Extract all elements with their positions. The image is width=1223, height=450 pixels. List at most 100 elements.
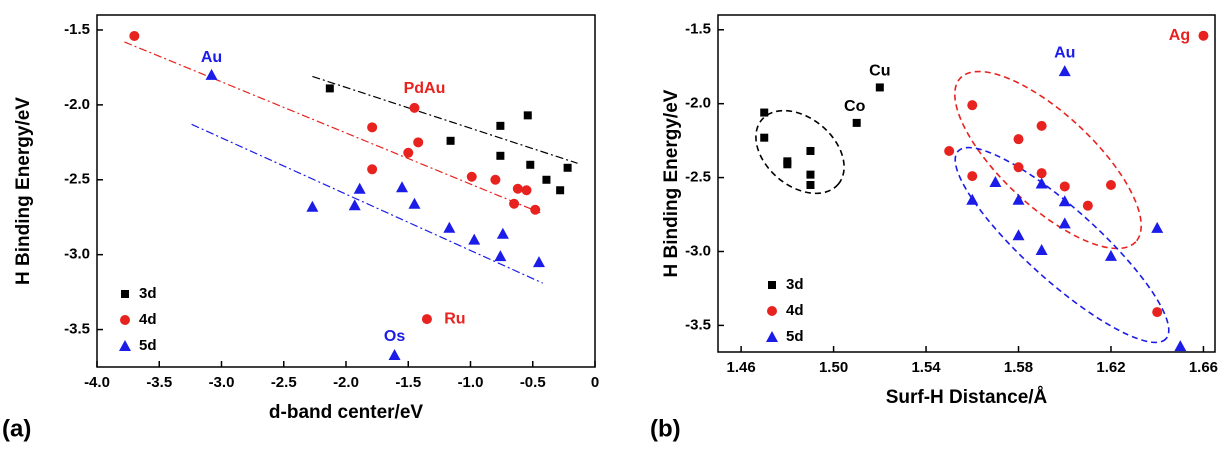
point bbox=[1152, 307, 1163, 318]
legend-label: 4d bbox=[786, 302, 804, 319]
point bbox=[1058, 195, 1071, 207]
legend-label: 3d bbox=[139, 285, 157, 302]
legend-label: 4d bbox=[139, 311, 157, 328]
point bbox=[1198, 30, 1209, 41]
point bbox=[413, 137, 424, 148]
point bbox=[509, 198, 520, 209]
point bbox=[1082, 200, 1093, 211]
x-tick-label: -4.0 bbox=[84, 374, 110, 391]
point bbox=[1059, 181, 1070, 192]
point bbox=[496, 121, 505, 130]
point bbox=[521, 185, 532, 196]
point bbox=[205, 68, 218, 80]
x-tick-label: -1.0 bbox=[458, 374, 484, 391]
point bbox=[532, 256, 545, 268]
x-tick-label: -1.5 bbox=[395, 374, 421, 391]
point bbox=[443, 221, 456, 233]
y-tick-label: -3.0 bbox=[64, 246, 90, 263]
point bbox=[989, 176, 1002, 188]
point bbox=[446, 136, 455, 145]
y-tick-label: -3.5 bbox=[64, 321, 90, 338]
point bbox=[1151, 221, 1164, 233]
annotation: Ru bbox=[444, 310, 465, 327]
point bbox=[388, 349, 401, 361]
y-axis-label: H Binding Energy/eV bbox=[661, 89, 682, 277]
point bbox=[468, 233, 481, 245]
point bbox=[409, 102, 420, 113]
point bbox=[129, 30, 140, 41]
y-tick-label: -2.0 bbox=[64, 96, 90, 113]
x-tick-label: 1.58 bbox=[1004, 359, 1033, 376]
y-tick-label: -3.5 bbox=[685, 316, 711, 333]
y-tick-label: -1.5 bbox=[64, 21, 90, 38]
x-tick-label: 1.66 bbox=[1189, 359, 1218, 376]
legend-label: 3d bbox=[786, 276, 804, 293]
point bbox=[1058, 217, 1071, 229]
point bbox=[1036, 120, 1047, 131]
x-tick-label: 1.54 bbox=[911, 359, 941, 376]
point bbox=[967, 100, 978, 111]
trendline bbox=[191, 123, 543, 284]
panel-label: (b) bbox=[650, 415, 681, 442]
point bbox=[494, 250, 507, 262]
point bbox=[120, 315, 130, 325]
x-tick-label: -0.5 bbox=[520, 374, 546, 391]
point bbox=[760, 108, 769, 117]
point bbox=[526, 160, 535, 169]
point bbox=[530, 204, 541, 215]
trendline bbox=[312, 75, 578, 164]
point bbox=[1105, 179, 1116, 190]
annotation: PdAu bbox=[404, 80, 446, 97]
point bbox=[421, 314, 432, 325]
annotation: Ag bbox=[1169, 27, 1190, 44]
point bbox=[875, 83, 884, 92]
point bbox=[556, 186, 565, 195]
y-tick-label: -2.0 bbox=[685, 95, 711, 112]
point bbox=[496, 227, 509, 239]
point bbox=[1104, 249, 1117, 261]
x-axis-label: Surf-H Distance/Å bbox=[886, 387, 1048, 408]
point bbox=[542, 175, 551, 184]
x-tick-label: -3.0 bbox=[209, 374, 235, 391]
x-tick-label: -2.5 bbox=[271, 374, 297, 391]
point bbox=[806, 146, 815, 155]
point bbox=[367, 122, 378, 133]
point bbox=[466, 171, 477, 182]
x-tick-label: -3.5 bbox=[146, 374, 172, 391]
annotation: Os bbox=[384, 328, 405, 345]
x-tick-label: 1.62 bbox=[1096, 359, 1125, 376]
x-axis-label: d-band center/eV bbox=[269, 402, 423, 423]
point bbox=[1012, 193, 1025, 205]
point bbox=[563, 163, 572, 172]
point bbox=[496, 151, 505, 160]
point bbox=[121, 290, 129, 298]
point bbox=[403, 147, 414, 158]
point bbox=[348, 199, 361, 211]
x-tick-label: 1.50 bbox=[819, 359, 848, 376]
point bbox=[852, 118, 861, 127]
point bbox=[396, 181, 409, 193]
point bbox=[1012, 229, 1025, 241]
point bbox=[1036, 168, 1047, 179]
point bbox=[768, 281, 776, 289]
point bbox=[944, 145, 955, 156]
trendline bbox=[124, 41, 541, 214]
point bbox=[767, 306, 777, 316]
point bbox=[1035, 177, 1048, 189]
annotation: Cu bbox=[869, 63, 890, 80]
y-tick-label: -2.5 bbox=[685, 169, 711, 186]
panel-label: (a) bbox=[2, 415, 31, 442]
annotation: Co bbox=[844, 98, 866, 115]
annotation: Au bbox=[1054, 44, 1075, 61]
point bbox=[325, 84, 334, 93]
legend-label: 5d bbox=[139, 337, 157, 354]
point bbox=[967, 171, 978, 182]
y-tick-label: -1.5 bbox=[685, 21, 711, 38]
point bbox=[367, 164, 378, 175]
point bbox=[306, 200, 319, 212]
y-tick-label: -2.5 bbox=[64, 171, 90, 188]
legend-label: 5d bbox=[786, 328, 804, 345]
cluster-ellipse bbox=[954, 146, 1170, 344]
y-tick-label: -3.0 bbox=[685, 242, 711, 259]
